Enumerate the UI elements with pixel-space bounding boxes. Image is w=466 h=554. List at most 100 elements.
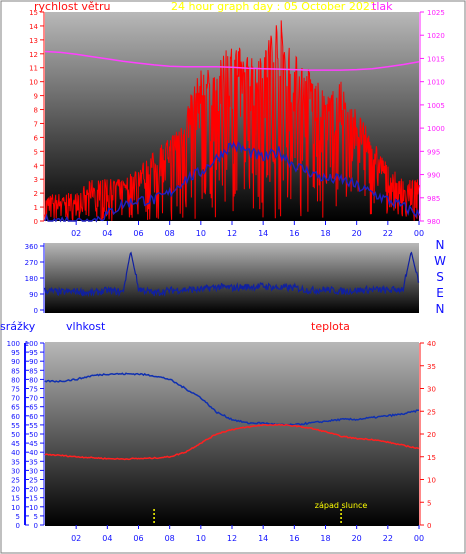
rain-axis-tick-label: 65 xyxy=(11,404,20,412)
chart-title: 24 hour graph day : 05 October 2021 xyxy=(171,0,377,13)
direction-axis-tick-label: 270 xyxy=(25,259,38,267)
rain-axis-tick-label: 45 xyxy=(11,440,20,448)
direction-axis-tick-label: 0 xyxy=(34,307,38,315)
pressure-axis-tick-label: 995 xyxy=(427,148,440,156)
time-axis-tick-label: 08 xyxy=(165,229,175,238)
temperature-axis-tick-label: 5 xyxy=(427,499,431,507)
pressure-axis-tick-label: 1025 xyxy=(427,9,445,17)
time-axis-tick-label: 06 xyxy=(133,229,143,238)
rain-axis-tick-label: 70 xyxy=(11,395,20,403)
rain-axis-tick-label: 100 xyxy=(7,340,20,348)
humidity-axis-tick-label: 100 xyxy=(25,340,38,348)
time-axis-tick-label: 22 xyxy=(383,534,393,543)
humidity-label: vlhkost xyxy=(66,320,106,333)
humidity-series xyxy=(44,372,419,427)
pressure-axis-tick-label: 1010 xyxy=(427,79,445,87)
compass-letter: S xyxy=(436,270,444,284)
direction-axis-tick-label: 180 xyxy=(25,275,38,283)
compass-letter: N xyxy=(436,302,445,316)
humidity-axis-tick-label: 95 xyxy=(29,349,38,357)
humidity-axis-tick-label: 80 xyxy=(29,376,38,384)
time-axis-tick-label: 06 xyxy=(133,534,143,543)
humidity-axis-tick-label: 35 xyxy=(29,458,38,466)
wind-axis-tick-label: 5 xyxy=(34,148,38,156)
temperature-axis-tick-label: 30 xyxy=(427,386,436,394)
wind-axis-tick-label: 15 xyxy=(29,9,38,17)
time-axis-tick-label: 10 xyxy=(196,534,206,543)
rain-axis-tick-label: 50 xyxy=(11,431,20,439)
humidity-axis-tick-label: 5 xyxy=(34,513,38,521)
time-axis-tick-label: 18 xyxy=(320,229,330,238)
wind-axis-tick-label: 2 xyxy=(34,190,38,198)
temperature-axis-tick-label: 20 xyxy=(427,431,436,439)
rain-axis-tick-label: 10 xyxy=(11,504,20,512)
humidity-axis-tick-label: 45 xyxy=(29,440,38,448)
sunset-label: západ slunce xyxy=(315,501,368,510)
rain-label: srážky xyxy=(0,320,36,333)
wind-axis-tick-label: 14 xyxy=(29,23,38,31)
humidity-axis-tick-label: 30 xyxy=(29,467,38,475)
temperature-axis-tick-label: 15 xyxy=(427,454,436,462)
humidity-axis-tick-label: 60 xyxy=(29,413,38,421)
time-axis-tick-label: 00 xyxy=(414,534,424,543)
temperature-axis-tick-label: 10 xyxy=(427,477,436,485)
time-axis-tick-label: 20 xyxy=(352,229,362,238)
time-axis-tick-label: 12 xyxy=(227,229,237,238)
humidity-axis-tick-label: 50 xyxy=(29,431,38,439)
rain-axis-tick-label: 85 xyxy=(11,367,20,375)
humidity-axis-tick-label: 10 xyxy=(29,504,38,512)
time-axis-tick-label: 16 xyxy=(289,229,299,238)
wind-axis-tick-label: 0 xyxy=(34,218,38,226)
time-axis-tick-label: 16 xyxy=(289,534,299,543)
wind-speed-label: rychlost větru xyxy=(34,0,110,13)
pressure-axis-tick-label: 1020 xyxy=(427,32,445,40)
direction-axis-tick-label: 90 xyxy=(29,291,38,299)
pressure-axis-tick-label: 985 xyxy=(427,195,440,203)
temperature-axis-tick-label: 25 xyxy=(427,408,436,416)
humidity-axis-tick-label: 70 xyxy=(29,395,38,403)
rain-axis-tick-label: 95 xyxy=(11,349,20,357)
rain-axis-tick-label: 25 xyxy=(11,477,20,485)
wind-axis-tick-label: 1 xyxy=(34,204,38,212)
wind-axis-tick-label: 9 xyxy=(34,93,38,101)
rain-axis-tick-label: 0 xyxy=(16,522,20,530)
rain-axis-tick-label: 15 xyxy=(11,495,20,503)
rain-axis-tick-label: 60 xyxy=(11,413,20,421)
rain-axis-tick-label: 90 xyxy=(11,358,20,366)
time-axis-tick-label: 22 xyxy=(383,229,393,238)
pressure-axis-tick-label: 990 xyxy=(427,172,440,180)
rain-axis-tick-label: 75 xyxy=(11,386,20,394)
rain-axis-tick-label: 30 xyxy=(11,467,20,475)
rain-axis-tick-label: 80 xyxy=(11,376,20,384)
pressure-series xyxy=(44,50,420,71)
chart-marks: 0123456789101112131415980985990995100010… xyxy=(7,9,445,543)
pressure-axis-tick-label: 1005 xyxy=(427,102,445,110)
pressure-axis-tick-label: 1000 xyxy=(427,125,445,133)
pressure-axis-tick-label: 980 xyxy=(427,218,440,226)
wind-axis-tick-label: 7 xyxy=(34,120,38,128)
time-axis-tick-label: 02 xyxy=(71,229,81,238)
wind-axis-tick-label: 13 xyxy=(29,37,38,45)
humidity-axis-tick-label: 0 xyxy=(34,522,38,530)
wind-axis-tick-label: 11 xyxy=(29,65,38,73)
time-axis-tick-label: 04 xyxy=(102,229,112,238)
time-axis-tick-label: 14 xyxy=(258,229,268,238)
humidity-axis-tick-label: 25 xyxy=(29,477,38,485)
wind-axis-tick-label: 12 xyxy=(29,51,38,59)
rain-axis-tick-label: 55 xyxy=(11,422,20,430)
humidity-axis-tick-label: 85 xyxy=(29,367,38,375)
humidity-axis-tick-label: 75 xyxy=(29,386,38,394)
rain-axis-tick-label: 5 xyxy=(16,513,20,521)
compass-letter: N xyxy=(436,238,445,252)
time-axis-tick-label: 14 xyxy=(258,534,268,543)
temperature-axis-tick-label: 40 xyxy=(427,340,436,348)
compass-letter: E xyxy=(436,286,444,300)
humidity-axis-tick-label: 90 xyxy=(29,358,38,366)
time-axis-tick-label: 08 xyxy=(165,534,175,543)
wind-axis-tick-label: 8 xyxy=(34,107,38,115)
humidity-axis-tick-label: 15 xyxy=(29,495,38,503)
time-axis-tick-label: 18 xyxy=(320,534,330,543)
wind-direction-series xyxy=(44,251,420,298)
